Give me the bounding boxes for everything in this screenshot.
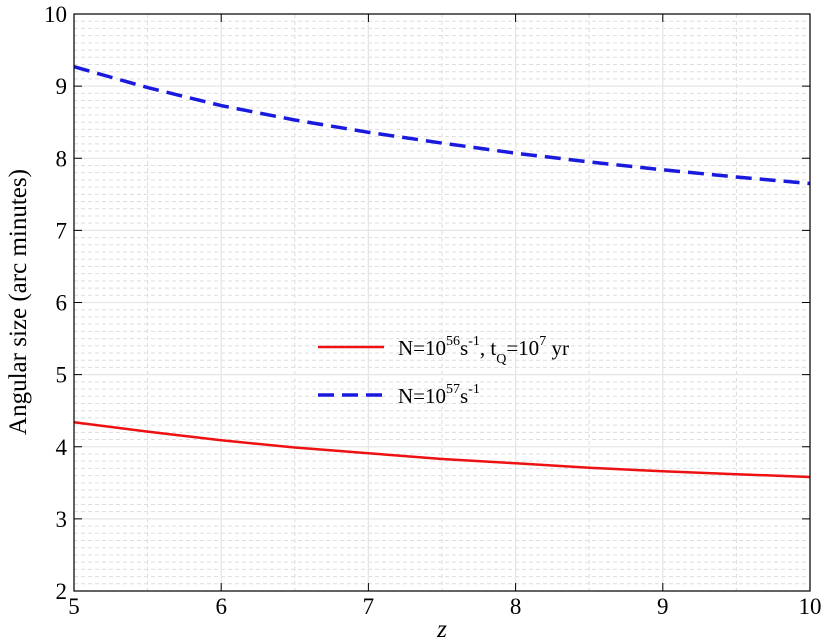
x-tick-label: 5 bbox=[68, 594, 80, 619]
axis-ticks bbox=[73, 13, 811, 592]
x-tick-label: 7 bbox=[363, 594, 375, 619]
y-tick-label: 4 bbox=[56, 435, 68, 460]
y-tick-label: 9 bbox=[56, 74, 68, 99]
series-line-blue bbox=[73, 65, 811, 186]
series-line-red bbox=[73, 420, 811, 479]
y-tick-label: 10 bbox=[44, 2, 67, 27]
series-layer bbox=[73, 65, 811, 479]
y-tick-label: 5 bbox=[56, 363, 68, 388]
x-tick-label: 10 bbox=[799, 594, 822, 619]
legend: N=1056s-1, tQ=107 yr N=1057s-1 bbox=[318, 334, 569, 408]
legend-label-red: N=1056s-1, tQ=107 yr bbox=[398, 334, 569, 367]
y-tick-label: 3 bbox=[56, 507, 68, 532]
y-tick-label: 7 bbox=[56, 218, 68, 243]
x-axis-label: z bbox=[436, 616, 447, 642]
y-tick-label: 6 bbox=[56, 291, 68, 316]
y-axis-label: Angular size (arc minutes) bbox=[5, 169, 32, 435]
y-tick-label: 2 bbox=[56, 579, 68, 604]
legend-label-blue: N=1057s-1 bbox=[398, 382, 480, 408]
x-tick-label: 9 bbox=[657, 594, 669, 619]
x-tick-label: 8 bbox=[510, 594, 522, 619]
y-tick-label: 8 bbox=[56, 146, 68, 171]
x-tick-label: 6 bbox=[215, 594, 227, 619]
tick-labels: 5 6 7 8 9 10 2 3 4 5 6 7 8 9 10 bbox=[44, 2, 822, 619]
grid-minor bbox=[74, 14, 810, 591]
